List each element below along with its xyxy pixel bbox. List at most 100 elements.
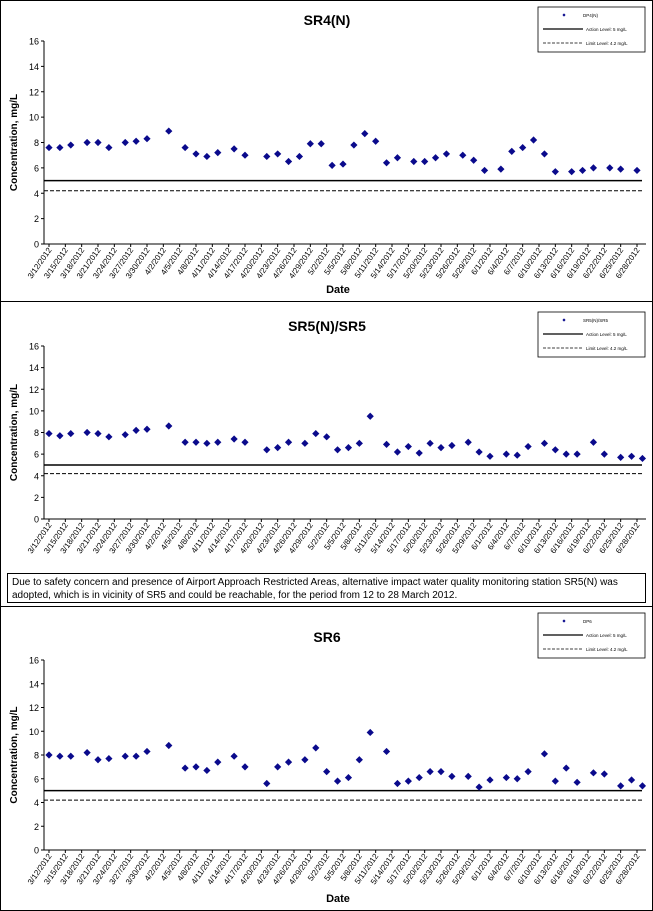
data-point bbox=[241, 763, 249, 771]
x-axis-label: Date bbox=[326, 893, 350, 905]
data-point bbox=[589, 769, 598, 777]
data-point bbox=[404, 442, 412, 451]
data-point bbox=[165, 127, 173, 135]
chart-title: SR5(N)/SR5 bbox=[288, 318, 366, 334]
data-point bbox=[181, 764, 189, 772]
data-point bbox=[551, 168, 559, 176]
data-point bbox=[165, 422, 173, 430]
data-point bbox=[263, 779, 271, 788]
data-point bbox=[312, 744, 320, 752]
y-tick-label: 12 bbox=[29, 385, 39, 395]
data-point bbox=[355, 439, 363, 447]
data-point bbox=[393, 448, 402, 456]
data-point bbox=[540, 150, 549, 158]
data-point bbox=[568, 168, 576, 176]
data-point bbox=[486, 452, 494, 460]
data-point bbox=[132, 137, 140, 145]
data-point bbox=[83, 138, 91, 147]
data-point bbox=[344, 444, 353, 452]
x-axis-label: Date bbox=[326, 284, 350, 296]
y-tick-label: 8 bbox=[34, 138, 39, 148]
y-axis-label: Concentration, mg/L bbox=[9, 706, 20, 803]
data-point bbox=[617, 782, 625, 790]
y-axis-label: Concentration, mg/L bbox=[9, 94, 20, 191]
note-text: Due to safety concern and presence of Ai… bbox=[7, 573, 646, 603]
legend-marker bbox=[562, 13, 566, 17]
data-point bbox=[121, 138, 129, 147]
data-point bbox=[366, 412, 374, 420]
y-tick-label: 10 bbox=[29, 727, 39, 737]
data-point bbox=[573, 450, 581, 458]
chart-panel-sr5n: SR5(N)/SR5 Concentration, mg/L 0 2 4 6 8 10 12 14… bbox=[1, 302, 652, 607]
data-point bbox=[448, 441, 456, 450]
y-tick-label: 10 bbox=[29, 113, 39, 123]
y-tick-label: 8 bbox=[34, 428, 39, 438]
data-point bbox=[214, 149, 222, 157]
data-point bbox=[214, 438, 222, 446]
data-point bbox=[344, 773, 353, 782]
data-point bbox=[274, 444, 282, 452]
data-point bbox=[83, 749, 91, 757]
data-point bbox=[366, 728, 374, 737]
data-point bbox=[382, 440, 391, 448]
data-point bbox=[448, 772, 456, 780]
data-point bbox=[284, 758, 293, 766]
data-point bbox=[404, 777, 412, 785]
data-point bbox=[524, 442, 532, 451]
y-tick-label: 2 bbox=[34, 493, 39, 503]
data-point bbox=[600, 450, 608, 458]
data-point bbox=[45, 429, 53, 438]
data-point bbox=[617, 165, 625, 173]
data-point bbox=[263, 152, 271, 161]
data-point bbox=[121, 431, 129, 439]
data-point bbox=[578, 166, 587, 175]
data-point bbox=[442, 150, 451, 158]
data-point bbox=[382, 747, 391, 756]
legend-box bbox=[537, 612, 646, 659]
data-point bbox=[203, 439, 211, 447]
data-point bbox=[633, 166, 641, 175]
data-point bbox=[165, 741, 173, 750]
data-point bbox=[192, 150, 200, 158]
data-point bbox=[230, 435, 238, 443]
data-point bbox=[312, 429, 320, 438]
legend-label: Limit Level: 4.2 mg/L bbox=[586, 41, 628, 46]
data-point bbox=[393, 779, 402, 788]
data-point bbox=[617, 453, 625, 461]
chart-title: SR6 bbox=[313, 629, 340, 645]
y-tick-label: 6 bbox=[34, 450, 39, 460]
data-point bbox=[464, 438, 472, 446]
y-tick-label: 10 bbox=[29, 406, 39, 416]
data-point bbox=[306, 140, 314, 148]
data-point bbox=[105, 754, 113, 763]
data-point bbox=[355, 756, 363, 764]
data-point bbox=[410, 157, 418, 166]
data-point bbox=[67, 752, 75, 760]
data-point bbox=[540, 750, 549, 758]
data-point bbox=[83, 428, 91, 437]
data-point bbox=[551, 446, 559, 454]
data-point bbox=[230, 752, 238, 760]
data-point bbox=[301, 439, 309, 447]
data-point bbox=[502, 773, 510, 782]
data-point bbox=[638, 454, 647, 463]
data-point bbox=[274, 763, 282, 771]
legend-label: Limit Level: 4.2 mg/L bbox=[586, 346, 628, 351]
legend-label: Action Level: 5 mg/L bbox=[586, 27, 627, 32]
data-point bbox=[333, 446, 342, 454]
data-point bbox=[301, 756, 309, 764]
data-point bbox=[426, 439, 434, 447]
data-point bbox=[94, 756, 102, 764]
data-point bbox=[274, 150, 282, 158]
data-point bbox=[339, 160, 347, 168]
data-point bbox=[333, 777, 342, 785]
y-tick-label: 4 bbox=[34, 471, 39, 481]
y-tick-label: 0 bbox=[34, 846, 39, 856]
data-point bbox=[415, 449, 423, 457]
data-point bbox=[393, 154, 402, 162]
data-point bbox=[132, 752, 140, 760]
data-point bbox=[540, 439, 549, 447]
y-tick-label: 6 bbox=[34, 774, 39, 784]
data-point bbox=[497, 165, 505, 173]
